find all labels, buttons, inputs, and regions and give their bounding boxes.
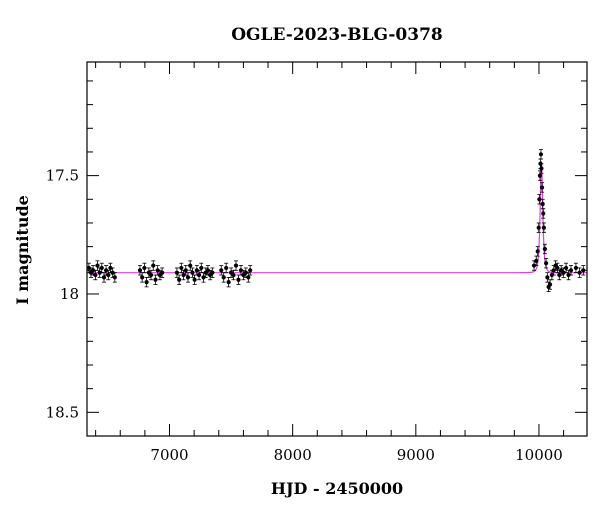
data-point (561, 270, 566, 275)
data-point (577, 270, 582, 275)
x-tick-label: 9000 (397, 446, 435, 464)
data-point (540, 201, 545, 207)
data-point (112, 275, 117, 280)
data-point (542, 246, 547, 252)
y-tick-label: 18 (60, 285, 79, 303)
data-point (233, 263, 239, 268)
chart-title: OGLE-2023-BLG-0378 (231, 25, 443, 45)
data-point (179, 265, 184, 271)
data-point (99, 265, 104, 271)
y-tick-label: 18.5 (46, 403, 79, 421)
y-axis-label: I magnitude (13, 195, 32, 305)
data-point (563, 265, 569, 271)
data-point (151, 263, 156, 268)
y-tick-label: 17.5 (46, 167, 79, 185)
data-point (155, 268, 160, 273)
data-point (185, 275, 191, 280)
data-point (221, 275, 226, 280)
data-point (140, 275, 145, 280)
data-point (541, 225, 546, 230)
data-point (545, 275, 550, 280)
data-point (555, 265, 560, 271)
data-point (536, 225, 541, 230)
data-point (246, 275, 251, 280)
data-point (226, 280, 231, 285)
data-point (238, 268, 244, 273)
data-point (199, 265, 204, 271)
data-point (192, 277, 197, 282)
data-point (539, 166, 544, 171)
data-point (568, 268, 574, 273)
data-point (91, 268, 96, 273)
data-point (566, 272, 571, 278)
data-point (538, 152, 544, 157)
data-point (573, 265, 579, 271)
data-point (544, 261, 549, 266)
data-point (205, 268, 211, 273)
data-point (95, 263, 100, 268)
data-point (101, 275, 107, 280)
data-point (531, 263, 537, 268)
data-point (108, 265, 113, 271)
data-point (196, 272, 202, 278)
data-point (153, 277, 158, 282)
data-point (201, 275, 206, 280)
data-point (103, 268, 109, 273)
data-point (190, 270, 195, 275)
x-tick-label: 7000 (150, 446, 188, 464)
data-point (210, 270, 215, 275)
data-point (537, 173, 543, 178)
x-axis-label: HJD - 2450000 (271, 479, 403, 498)
data-point (188, 263, 193, 268)
data-point (243, 270, 248, 275)
data-point (137, 268, 143, 273)
data-point (93, 272, 98, 278)
data-point (181, 272, 186, 278)
data-point (86, 265, 91, 271)
data-point (539, 185, 545, 190)
data-point (106, 272, 111, 278)
data-point (142, 265, 147, 271)
data-point (183, 268, 188, 273)
data-point (534, 258, 539, 263)
data-point (535, 249, 540, 254)
data-point (537, 197, 542, 202)
data-point (547, 282, 553, 287)
data-point (248, 268, 253, 273)
data-point (97, 270, 102, 275)
x-tick-label: 10000 (515, 446, 563, 464)
data-point (236, 277, 241, 282)
data-point (160, 270, 165, 275)
x-tick-label: 8000 (274, 446, 312, 464)
axes: 7000 8000 9000 10000 17.5 18 18.5 (46, 62, 587, 464)
model-curve (87, 161, 587, 274)
data-point (174, 270, 180, 275)
data-point (110, 270, 115, 275)
plot-area (86, 149, 587, 293)
data-point (231, 272, 236, 278)
plot-frame (86, 61, 588, 437)
data-point (224, 265, 229, 271)
data-point (144, 280, 149, 285)
data-point (541, 211, 546, 216)
data-point (194, 268, 199, 273)
data-point (177, 277, 182, 282)
data-point (219, 268, 224, 273)
data-point (148, 272, 154, 278)
